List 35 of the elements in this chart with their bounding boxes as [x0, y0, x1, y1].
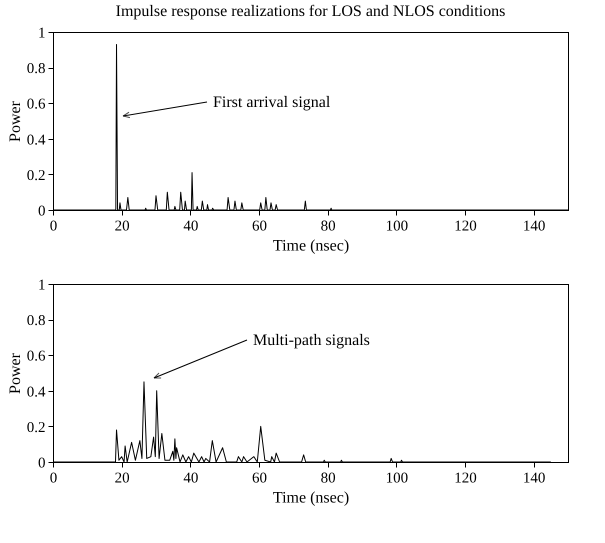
y-tick-label: 0.8: [26, 61, 46, 78]
y-tick-label: 0.2: [26, 420, 46, 436]
y-tick-label: 0.4: [26, 132, 46, 148]
y-tick-label: 0.6: [26, 348, 46, 365]
x-tick-label: 40: [183, 218, 198, 234]
x-tick-label: 20: [114, 218, 130, 234]
x-tick-label: 0: [50, 470, 58, 486]
x-tick-label: 140: [522, 218, 546, 234]
y-tick-label: 0.8: [26, 313, 46, 330]
annotation: First arrival signal: [213, 94, 331, 111]
x-tick-label: 100: [386, 218, 408, 234]
x-tick-label: 20: [114, 470, 130, 486]
x-tick-label: 100: [386, 470, 408, 486]
x-tick-label: 80: [320, 470, 336, 486]
y-axis-title: Power: [6, 100, 24, 142]
y-axis-title: Power: [6, 352, 24, 394]
x-axis-title: Time (nsec): [272, 238, 350, 254]
x-tick-label: 120: [454, 470, 477, 486]
x-tick-label: 80: [320, 218, 336, 234]
x-tick-label: 0: [50, 218, 58, 234]
x-tick-label: 60: [252, 218, 267, 234]
y-tick-label: 1: [38, 278, 46, 294]
x-tick-label: 40: [183, 470, 198, 486]
x-axis-title: Time (nsec): [272, 490, 350, 506]
x-tick-label: 140: [522, 470, 546, 486]
y-tick-label: 0: [38, 204, 46, 220]
y-tick-label: 0: [38, 456, 46, 472]
x-tick-label: 60: [252, 470, 267, 486]
y-tick-label: 0.6: [26, 96, 46, 113]
annotation: Multi-path signals: [253, 332, 370, 349]
chart-title: Impulse response realizations for LOS and NLOS conditions: [116, 3, 506, 20]
y-tick-label: 0.4: [26, 384, 46, 400]
y-tick-label: 0.2: [26, 168, 46, 184]
x-tick-label: 120: [454, 218, 477, 234]
y-tick-label: 1: [38, 26, 46, 42]
